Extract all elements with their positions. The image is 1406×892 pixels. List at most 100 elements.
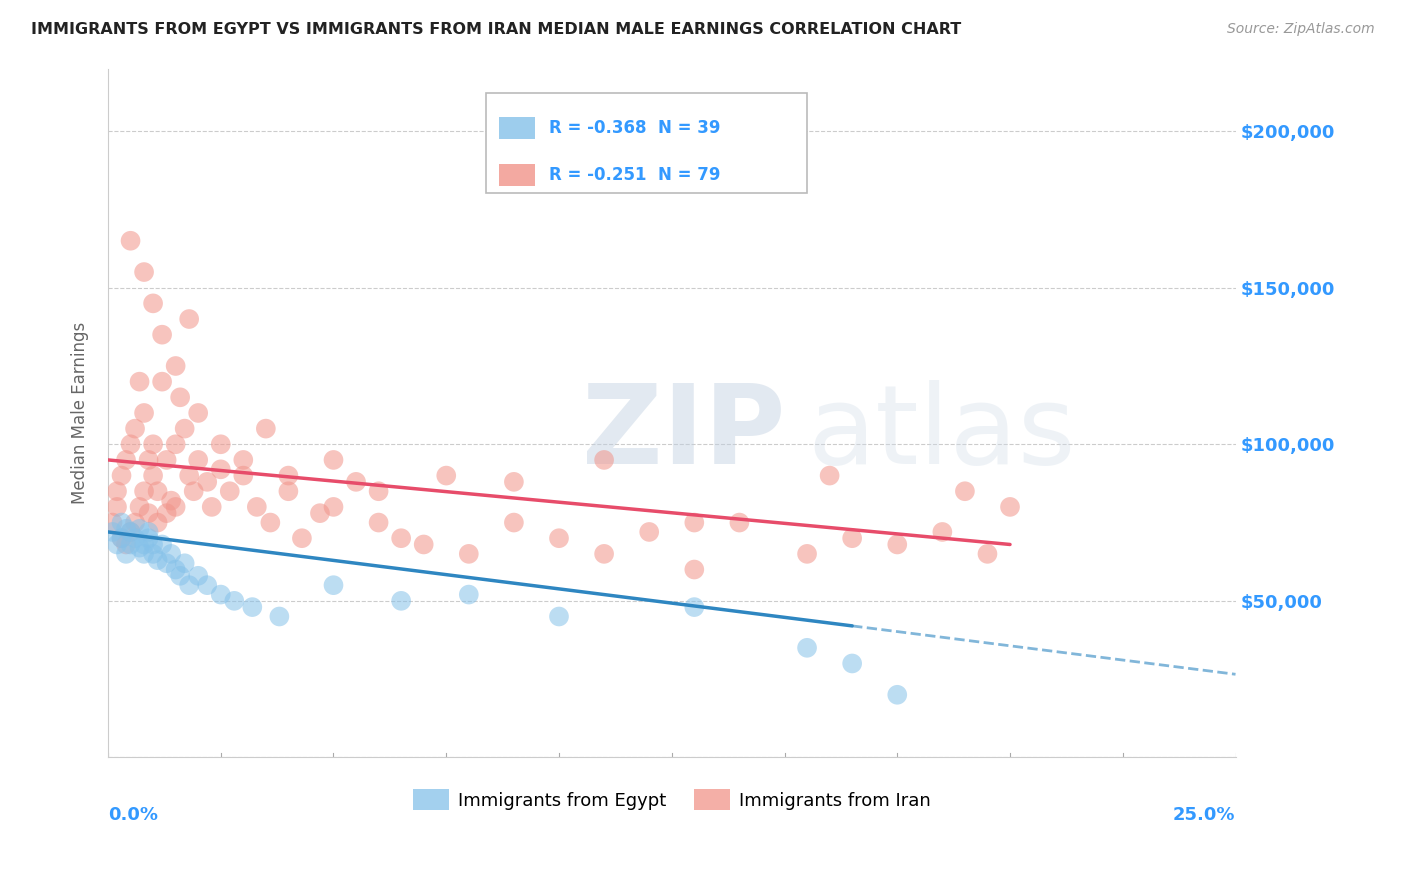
Point: [434, 468, 457, 483]
Point: [322, 453, 344, 467]
Point: [146, 516, 169, 530]
Text: IMMIGRANTS FROM EGYPT VS IMMIGRANTS FROM IRAN MEDIAN MALE EARNINGS CORRELATION C: IMMIGRANTS FROM EGYPT VS IMMIGRANTS FROM…: [31, 22, 962, 37]
Point: [503, 516, 526, 530]
Point: [179, 312, 201, 326]
Point: [128, 500, 150, 514]
Point: [389, 594, 412, 608]
Point: [457, 588, 479, 602]
Point: [246, 500, 269, 514]
Point: [115, 537, 138, 551]
Point: [110, 531, 132, 545]
Point: [269, 609, 291, 624]
Point: [160, 547, 183, 561]
Point: [322, 578, 344, 592]
Point: [367, 484, 389, 499]
Point: [142, 547, 165, 561]
Point: [683, 516, 706, 530]
Point: [593, 547, 616, 561]
Point: [132, 547, 155, 561]
Point: [976, 547, 998, 561]
Point: [110, 531, 132, 545]
Point: [138, 506, 160, 520]
Point: [169, 390, 191, 404]
Point: [259, 516, 281, 530]
Text: R = -0.368  N = 39: R = -0.368 N = 39: [548, 119, 720, 136]
Point: [209, 437, 232, 451]
Text: R = -0.251  N = 79: R = -0.251 N = 79: [548, 166, 720, 184]
Point: [128, 541, 150, 555]
Point: [146, 484, 169, 499]
Point: [187, 453, 209, 467]
Point: [132, 406, 155, 420]
Point: [156, 556, 179, 570]
Point: [105, 537, 128, 551]
Point: [110, 468, 132, 483]
Point: [142, 537, 165, 551]
Point: [201, 500, 224, 514]
Point: [683, 600, 706, 615]
Point: [344, 475, 367, 489]
Point: [150, 537, 173, 551]
Point: [796, 547, 818, 561]
Point: [254, 422, 277, 436]
Point: [124, 516, 146, 530]
Text: atlas: atlas: [807, 380, 1076, 487]
FancyBboxPatch shape: [499, 117, 536, 138]
Point: [142, 437, 165, 451]
Point: [389, 531, 412, 545]
Point: [120, 524, 142, 539]
Point: [931, 524, 953, 539]
Point: [160, 493, 183, 508]
Point: [120, 437, 142, 451]
Point: [120, 234, 142, 248]
Point: [240, 600, 263, 615]
Text: ZIP: ZIP: [582, 380, 785, 487]
Point: [291, 531, 314, 545]
Point: [165, 359, 187, 373]
Point: [132, 484, 155, 499]
Point: [796, 640, 818, 655]
Point: [277, 484, 299, 499]
Text: Source: ZipAtlas.com: Source: ZipAtlas.com: [1227, 22, 1375, 37]
FancyBboxPatch shape: [499, 163, 536, 186]
Point: [101, 516, 124, 530]
Point: [232, 453, 254, 467]
Point: [841, 531, 863, 545]
Point: [165, 500, 187, 514]
Point: [115, 453, 138, 467]
Point: [124, 422, 146, 436]
Point: [187, 406, 209, 420]
Point: [503, 475, 526, 489]
Point: [367, 516, 389, 530]
Point: [195, 578, 218, 592]
Point: [150, 327, 173, 342]
Point: [195, 475, 218, 489]
Point: [156, 506, 179, 520]
Legend: Immigrants from Egypt, Immigrants from Iran: Immigrants from Egypt, Immigrants from I…: [406, 782, 938, 817]
Point: [128, 522, 150, 536]
Point: [998, 500, 1021, 514]
Point: [548, 531, 571, 545]
Point: [179, 468, 201, 483]
Point: [169, 569, 191, 583]
Point: [218, 484, 240, 499]
Point: [101, 524, 124, 539]
Point: [156, 453, 179, 467]
Point: [150, 375, 173, 389]
Point: [142, 296, 165, 310]
Point: [187, 569, 209, 583]
Point: [165, 562, 187, 576]
Point: [115, 522, 138, 536]
Point: [638, 524, 661, 539]
Point: [818, 468, 841, 483]
Text: 0.0%: 0.0%: [108, 805, 157, 823]
Y-axis label: Median Male Earnings: Median Male Earnings: [72, 322, 89, 504]
Point: [142, 468, 165, 483]
Point: [132, 265, 155, 279]
Point: [124, 531, 146, 545]
Point: [886, 688, 908, 702]
Point: [138, 524, 160, 539]
Point: [728, 516, 751, 530]
Point: [128, 375, 150, 389]
Point: [548, 609, 571, 624]
